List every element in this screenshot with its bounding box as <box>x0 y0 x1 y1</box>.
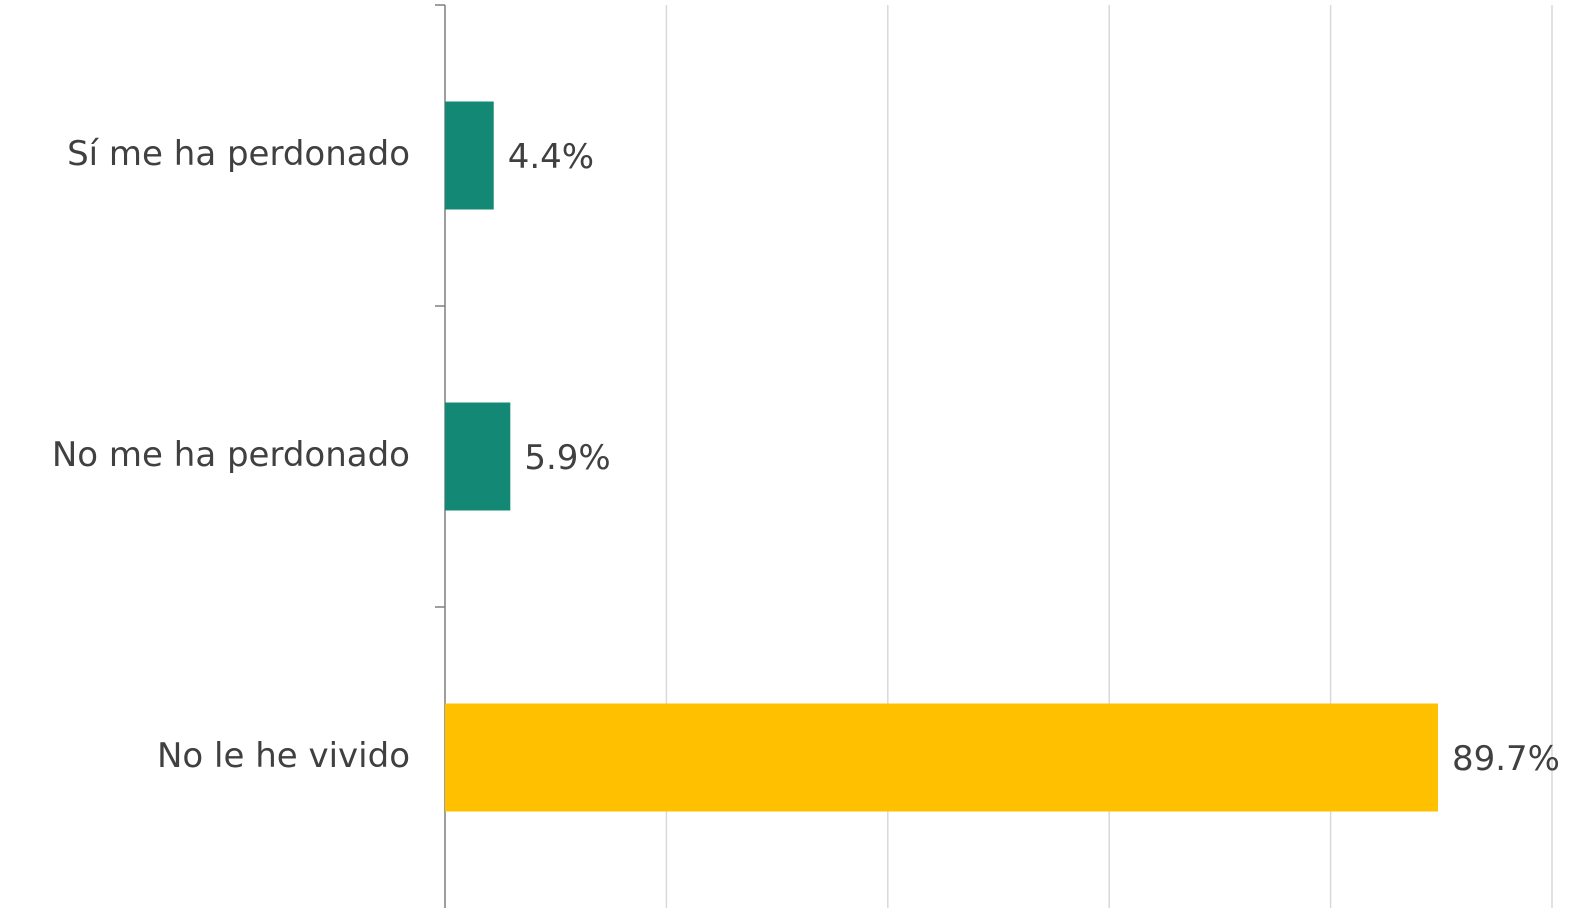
y-tick-label: No le he vivido <box>157 736 410 776</box>
bar <box>445 703 1438 812</box>
data-label: 4.4% <box>508 137 594 177</box>
bar <box>445 101 494 210</box>
data-label: 89.7% <box>1452 739 1560 779</box>
y-tick-label: Sí me ha perdonado <box>67 134 410 174</box>
y-tick-label: No me ha perdonado <box>52 435 410 475</box>
bar <box>445 402 511 511</box>
data-label: 5.9% <box>524 438 610 478</box>
